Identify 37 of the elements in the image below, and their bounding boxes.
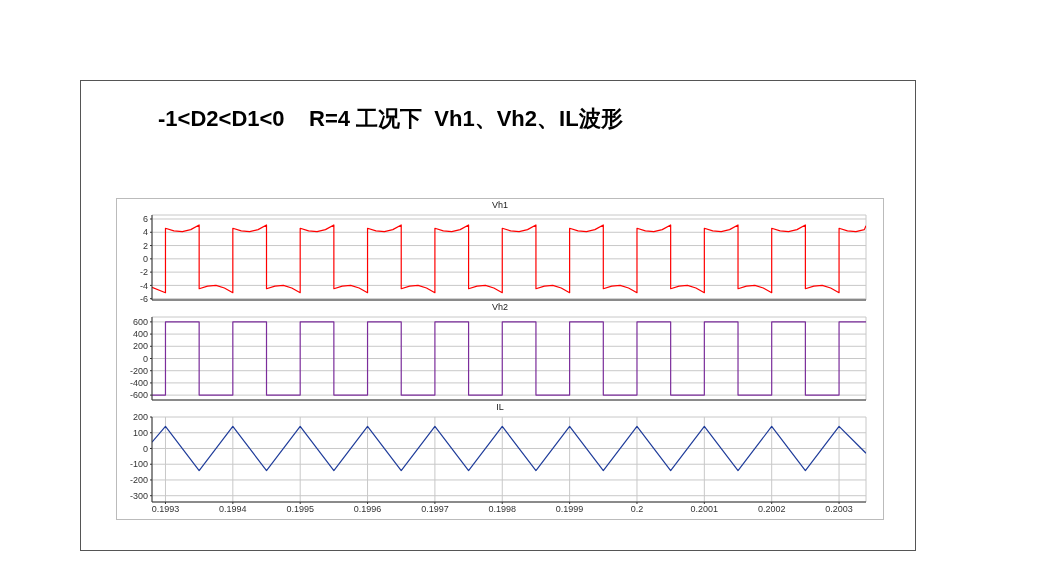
y-tick-label: -2 bbox=[139, 267, 148, 278]
chart-title: Vh2 bbox=[491, 302, 509, 312]
x-tick-label: 0.2002 bbox=[757, 504, 786, 515]
x-tick-label: 0.1993 bbox=[151, 504, 180, 515]
y-tick-label: 6 bbox=[142, 214, 148, 225]
y-tick-label: 2 bbox=[142, 240, 148, 251]
chart-subtitle: Vh1 bbox=[491, 200, 509, 210]
y-tick-label: 600 bbox=[132, 317, 148, 328]
y-tick-label: -200 bbox=[129, 475, 148, 486]
y-tick-label: -600 bbox=[129, 390, 148, 401]
x-tick-label: 0.1994 bbox=[219, 504, 247, 515]
y-tick-label: 100 bbox=[132, 427, 148, 438]
x-tick-label: 0.2001 bbox=[690, 504, 719, 515]
x-tick-label: 0.1995 bbox=[286, 504, 314, 515]
line-series bbox=[152, 425, 866, 472]
y-tick-label: -300 bbox=[129, 490, 148, 501]
x-tick-label: 0.1998 bbox=[488, 504, 517, 515]
y-tick-label: 0 bbox=[142, 443, 148, 454]
y-tick-label: 200 bbox=[132, 412, 148, 423]
y-tick-label: -4 bbox=[139, 280, 148, 291]
y-tick-label: -200 bbox=[129, 365, 148, 376]
chart-title: -1<D2<D1<0 R=4 工况下 Vh1、Vh2、IL波形 bbox=[158, 105, 623, 133]
x-tick-label: 0.2003 bbox=[825, 504, 853, 515]
y-tick-label: -100 bbox=[129, 459, 148, 470]
y-tick-label: 200 bbox=[132, 341, 148, 352]
line-series bbox=[152, 224, 866, 294]
y-tick-label: -400 bbox=[129, 378, 148, 389]
y-tick-label: 0 bbox=[142, 353, 148, 364]
x-tick-label: 0.1999 bbox=[555, 504, 584, 515]
x-tick-label: 0.2 bbox=[630, 504, 644, 515]
x-tick-label: 0.1996 bbox=[353, 504, 382, 515]
y-tick-label: -6 bbox=[139, 293, 148, 304]
y-tick-label: 4 bbox=[142, 227, 148, 238]
chart-title: IL bbox=[495, 402, 505, 412]
x-tick-label: 0.1997 bbox=[421, 504, 449, 515]
y-tick-label: 400 bbox=[132, 329, 148, 340]
y-tick-label: 0 bbox=[142, 254, 148, 265]
